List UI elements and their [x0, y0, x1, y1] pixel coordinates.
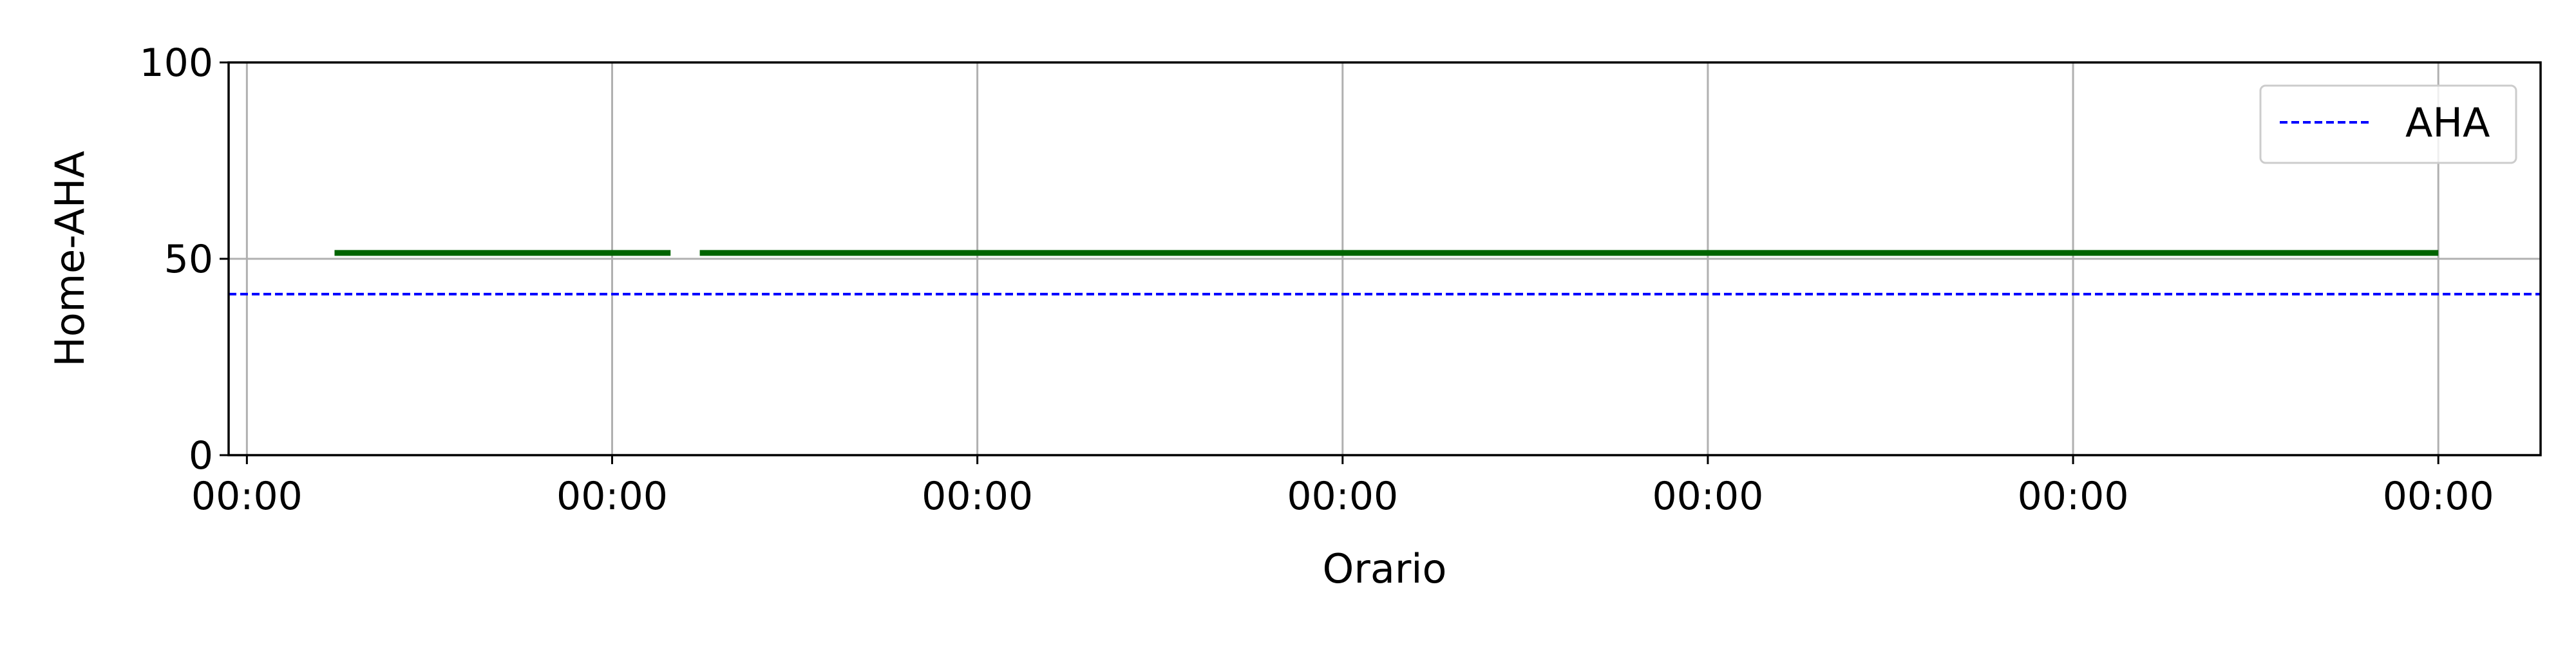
x-tick-label: 00:00: [2383, 474, 2494, 519]
legend-box: [2259, 84, 2517, 164]
series-layer: [229, 250, 2541, 295]
legend: AHA: [2259, 84, 2517, 164]
y-tick-label: 0: [189, 433, 213, 478]
x-tick-label: 00:00: [922, 474, 1033, 519]
y-tick-label: 50: [164, 237, 213, 282]
x-tick-label: 00:00: [556, 474, 668, 519]
x-tick-label: 00:00: [2018, 474, 2129, 519]
grid: [229, 61, 2541, 456]
ticks: 00:00 00:00 00:00 00:00 00:00 00:00 00:0005010…: [139, 41, 2494, 519]
x-tick-label: 00:00: [191, 474, 303, 519]
legend-label-aha: AHA: [2405, 99, 2490, 146]
x-axis-label: Orario: [1323, 545, 1447, 592]
x-tick-label: 00:00: [1287, 474, 1398, 519]
x-tick-label: 00:00: [1652, 474, 1763, 519]
y-tick-label: 100: [139, 41, 213, 86]
y-axis-label: Home-AHA: [46, 151, 93, 367]
